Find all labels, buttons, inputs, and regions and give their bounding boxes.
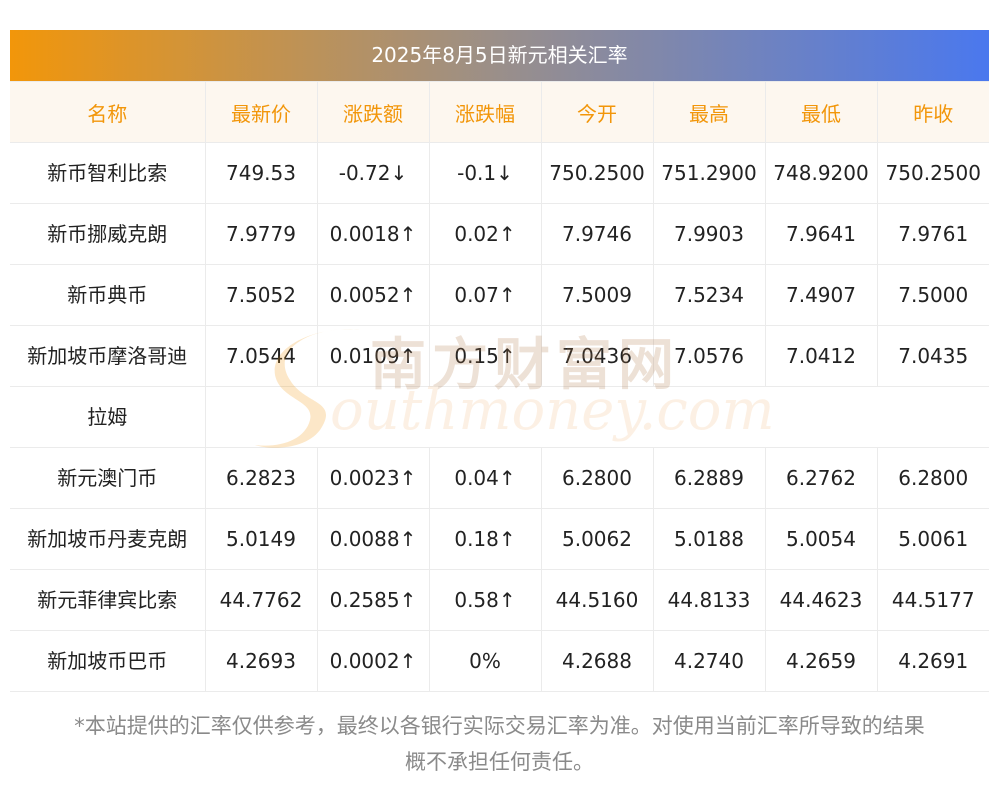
- change-percent: -0.1↓: [428, 142, 542, 204]
- high-price: 5.0188: [652, 508, 766, 570]
- change-percent: 0.02↑: [428, 203, 542, 265]
- open-price: 7.5009: [540, 264, 654, 326]
- change-amount: 0.0023↑: [316, 447, 430, 509]
- currency-pair-name: 新元澳门币: [10, 447, 206, 509]
- high-price: 4.2740: [652, 630, 766, 692]
- open-price: 5.0062: [540, 508, 654, 570]
- prev-close-price: 4.2691: [876, 630, 989, 692]
- prev-close-price: 7.0435: [876, 325, 989, 387]
- latest-price: 5.0149: [204, 508, 318, 570]
- currency-pair-name: 新加坡币丹麦克朗: [10, 508, 206, 570]
- change-amount: -0.72↓: [316, 142, 430, 204]
- blank-cell: [204, 386, 989, 448]
- column-header-open: 今开: [540, 81, 654, 143]
- prev-close-price: 44.5177: [876, 569, 989, 631]
- change-percent: 0.18↑: [428, 508, 542, 570]
- open-price: 6.2800: [540, 447, 654, 509]
- change-amount: 0.0109↑: [316, 325, 430, 387]
- change-amount: 0.0088↑: [316, 508, 430, 570]
- prev-close-price: 7.9761: [876, 203, 989, 265]
- column-header-prev-close: 昨收: [876, 81, 989, 143]
- change-amount: 0.0018↑: [316, 203, 430, 265]
- latest-price: 7.0544: [204, 325, 318, 387]
- open-price: 750.2500: [540, 142, 654, 204]
- currency-pair-name: 新币挪威克朗: [10, 203, 206, 265]
- low-price: 7.0412: [764, 325, 878, 387]
- column-header-change: 涨跌额: [316, 81, 430, 143]
- table-row: 新元菲律宾比索 44.7762 0.2585↑ 0.58↑ 44.5160 44…: [10, 569, 989, 631]
- open-price: 44.5160: [540, 569, 654, 631]
- column-header-change-pct: 涨跌幅: [428, 81, 542, 143]
- prev-close-price: 750.2500: [876, 142, 989, 204]
- change-amount: 0.0052↑: [316, 264, 430, 326]
- high-price: 7.5234: [652, 264, 766, 326]
- table-row: 新加坡币巴币 4.2693 0.0002↑ 0% 4.2688 4.2740 4…: [10, 630, 989, 692]
- low-price: 7.4907: [764, 264, 878, 326]
- disclaimer-line-2: 概不承担任何责任。: [405, 750, 594, 774]
- currency-pair-name: 新元菲律宾比索: [10, 569, 206, 631]
- disclaimer: *本站提供的汇率仅供参考，最终以各银行实际交易汇率为准。对使用当前汇率所导致的结…: [10, 708, 989, 780]
- change-amount: 0.0002↑: [316, 630, 430, 692]
- exchange-rate-table: 名称 最新价 涨跌额 涨跌幅 今开 最高 最低 昨收 新币智利比索 749.53…: [10, 81, 989, 692]
- column-header-high: 最高: [652, 81, 766, 143]
- low-price: 7.9641: [764, 203, 878, 265]
- table-row: 新加坡币丹麦克朗 5.0149 0.0088↑ 0.18↑ 5.0062 5.0…: [10, 508, 989, 570]
- high-price: 7.9903: [652, 203, 766, 265]
- latest-price: 44.7762: [204, 569, 318, 631]
- change-percent: 0.04↑: [428, 447, 542, 509]
- currency-pair-name: 新加坡币摩洛哥迪: [10, 325, 206, 387]
- table-row: 新元澳门币 6.2823 0.0023↑ 0.04↑ 6.2800 6.2889…: [10, 447, 989, 509]
- high-price: 751.2900: [652, 142, 766, 204]
- change-amount: 0.2585↑: [316, 569, 430, 631]
- column-header-latest: 最新价: [204, 81, 318, 143]
- prev-close-price: 7.5000: [876, 264, 989, 326]
- high-price: 7.0576: [652, 325, 766, 387]
- table-row-continuation: 拉姆: [10, 386, 989, 448]
- table-row: 新币典币 7.5052 0.0052↑ 0.07↑ 7.5009 7.5234 …: [10, 264, 989, 326]
- low-price: 44.4623: [764, 569, 878, 631]
- prev-close-price: 5.0061: [876, 508, 989, 570]
- currency-pair-name: 新币智利比索: [10, 142, 206, 204]
- change-percent: 0.15↑: [428, 325, 542, 387]
- change-percent: 0.58↑: [428, 569, 542, 631]
- table-header-row: 名称 最新价 涨跌额 涨跌幅 今开 最高 最低 昨收: [10, 81, 989, 143]
- latest-price: 4.2693: [204, 630, 318, 692]
- low-price: 4.2659: [764, 630, 878, 692]
- open-price: 7.9746: [540, 203, 654, 265]
- latest-price: 7.5052: [204, 264, 318, 326]
- high-price: 44.8133: [652, 569, 766, 631]
- latest-price: 6.2823: [204, 447, 318, 509]
- open-price: 7.0436: [540, 325, 654, 387]
- latest-price: 749.53: [204, 142, 318, 204]
- column-header-name: 名称: [10, 81, 206, 143]
- low-price: 748.9200: [764, 142, 878, 204]
- open-price: 4.2688: [540, 630, 654, 692]
- change-percent: 0.07↑: [428, 264, 542, 326]
- column-header-low: 最低: [764, 81, 878, 143]
- currency-pair-name: 新币典币: [10, 264, 206, 326]
- table-row: 新币智利比索 749.53 -0.72↓ -0.1↓ 750.2500 751.…: [10, 142, 989, 204]
- table-row: 新币挪威克朗 7.9779 0.0018↑ 0.02↑ 7.9746 7.990…: [10, 203, 989, 265]
- low-price: 6.2762: [764, 447, 878, 509]
- currency-pair-name-continued: 拉姆: [10, 386, 206, 448]
- change-percent: 0%: [428, 630, 542, 692]
- latest-price: 7.9779: [204, 203, 318, 265]
- table-row: 新加坡币摩洛哥迪 7.0544 0.0109↑ 0.15↑ 7.0436 7.0…: [10, 325, 989, 387]
- disclaimer-line-1: *本站提供的汇率仅供参考，最终以各银行实际交易汇率为准。对使用当前汇率所导致的结…: [74, 714, 925, 738]
- currency-pair-name: 新加坡币巴币: [10, 630, 206, 692]
- high-price: 6.2889: [652, 447, 766, 509]
- low-price: 5.0054: [764, 508, 878, 570]
- page-title: 2025年8月5日新元相关汇率: [10, 30, 989, 81]
- prev-close-price: 6.2800: [876, 447, 989, 509]
